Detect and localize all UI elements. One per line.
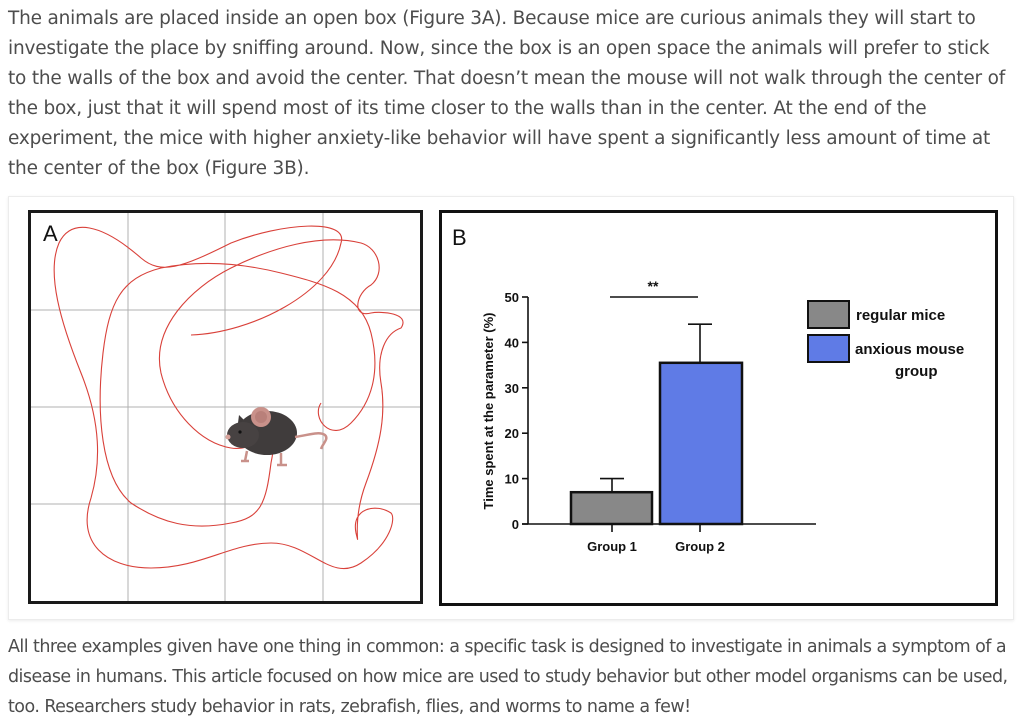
article-paragraph-intro: The animals are placed inside an open bo… (8, 4, 1012, 184)
legend-swatch-anxious (807, 334, 850, 363)
paragraph-text: The animals are placed inside an open bo… (8, 8, 1006, 179)
panel-b-label: B (452, 225, 467, 250)
panel-a-open-field: A (28, 210, 423, 604)
legend-label-regular: regular mice (856, 307, 945, 324)
paragraph-text: All three examples given have one thing … (8, 637, 1008, 717)
bar-chart: 0 10 20 30 40 50 Time spent at the param… (481, 278, 964, 554)
mouse-track (53, 225, 404, 570)
y-tick-10: 10 (505, 472, 519, 487)
x-label-group-1: Group 1 (587, 539, 637, 554)
legend: regular mice anxious mouse group (807, 300, 964, 380)
y-tick-20: 20 (505, 426, 519, 441)
y-tick-30: 30 (505, 381, 519, 396)
y-tick-40: 40 (505, 335, 519, 350)
panel-b-bar-chart: B 0 10 20 30 40 (439, 210, 998, 606)
y-axis (522, 296, 529, 525)
legend-label-anxious-line1: anxious mouse (855, 341, 964, 358)
y-tick-0: 0 (512, 517, 519, 532)
bar-group-1 (569, 490, 654, 526)
bar-group-2 (658, 361, 744, 526)
grid-lines (31, 213, 420, 601)
y-axis-label: Time spent at the parameter (%) (481, 313, 496, 510)
x-label-group-2: Group 2 (675, 539, 725, 554)
error-bars (600, 323, 712, 492)
legend-swatch-regular (807, 300, 850, 329)
y-tick-50: 50 (505, 290, 519, 305)
significance-label: ** (648, 278, 659, 294)
article-paragraph-conclusion: All three examples given have one thing … (8, 632, 1012, 722)
legend-label-anxious-line2: group (895, 363, 938, 380)
figure-3: A B 0 10 20 30 (8, 196, 1014, 620)
panel-a-label: A (43, 221, 58, 246)
open-field-diagram (31, 213, 420, 601)
mouse-icon (225, 407, 328, 467)
y-tick-labels: 0 10 20 30 40 50 (505, 290, 519, 532)
